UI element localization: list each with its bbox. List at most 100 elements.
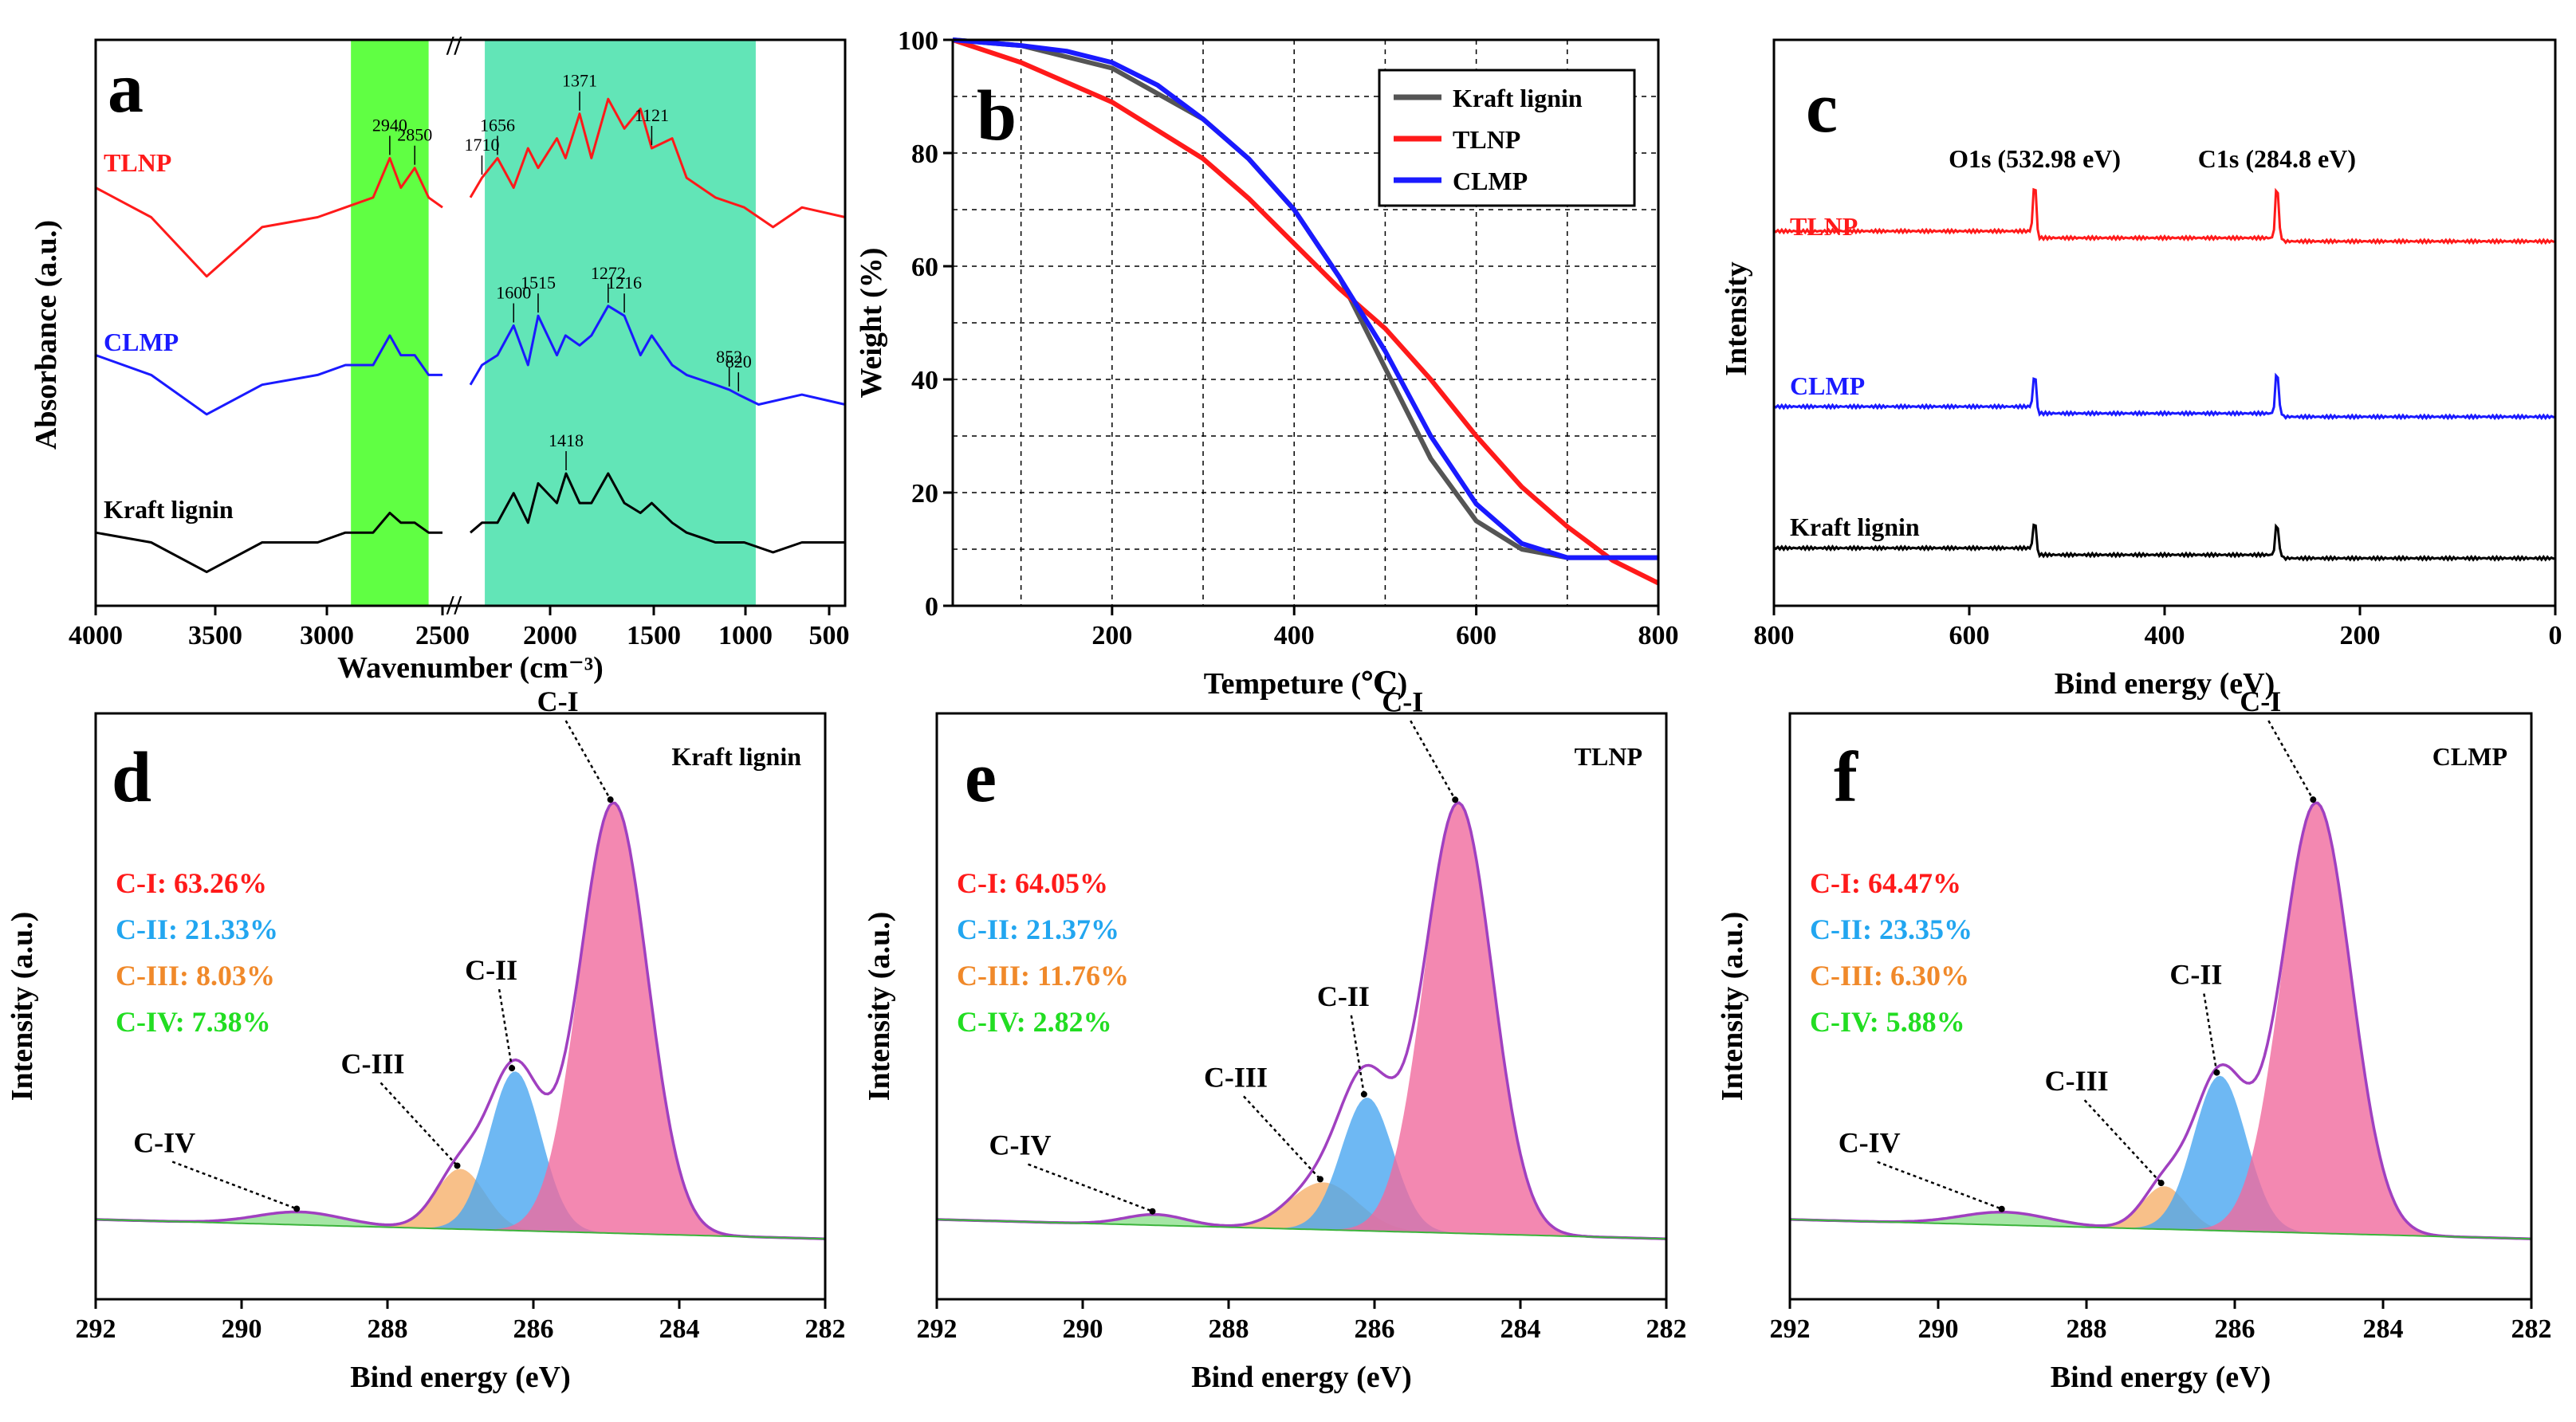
x-tick-label: 290	[1063, 1314, 1103, 1344]
component-arrow	[1410, 720, 1457, 800]
panel-title: Kraft lignin	[671, 742, 801, 771]
plot-frame	[94, 712, 827, 1301]
component-c-iii	[937, 1182, 1666, 1239]
x-axis-label: Bind energy (eV)	[350, 1361, 571, 1394]
component-label: C-III	[2045, 1065, 2109, 1097]
y-axis-label: Intensity (a.u.)	[863, 912, 896, 1102]
component-label: C-II	[2169, 959, 2222, 991]
component-c-i	[1790, 803, 2531, 1239]
series-clmp	[952, 37, 1658, 560]
peak-annotation: 1216	[607, 273, 642, 293]
y-axis-label: Intensity	[1720, 261, 1753, 376]
panel-c: 800 600 400 200 0 Bind energy (eV) Intensity c O…	[1720, 38, 2562, 701]
component-arrow	[2083, 1099, 2162, 1184]
component-label: C-IV	[989, 1129, 1052, 1161]
panel-letter-d: d	[112, 738, 151, 817]
series-tlnp	[952, 37, 1660, 586]
x-tick-label: 2500	[415, 621, 470, 650]
panel-letter-b: b	[977, 77, 1017, 155]
x-tick-label: 282	[1646, 1314, 1687, 1344]
axis-break-mark: //	[446, 591, 462, 620]
legend: Kraft lignin TLNP CLMP	[1378, 69, 1636, 207]
panel-e: 292 290 288 286 284 282 Bind energy (eV) Intens…	[863, 685, 1687, 1394]
component-c-iv	[937, 1214, 1666, 1239]
component-arrow-head	[1452, 796, 1459, 803]
panel-letter-f: f	[1834, 738, 1858, 817]
component-label: C-III	[1204, 1061, 1268, 1093]
component-c-iii	[1790, 1186, 2531, 1239]
peak-annotation: 1710	[464, 135, 499, 155]
stat-c-iv: C-IV: 7.38%	[116, 1006, 271, 1038]
x-tick-label: 600	[1456, 621, 1496, 650]
panel-letter-a: a	[108, 49, 144, 128]
series-label: Kraft lignin	[1790, 513, 1920, 541]
stat-c-iv: C-IV: 2.82%	[957, 1006, 1112, 1038]
stat-c-i: C-I: 63.26%	[116, 867, 267, 899]
x-tick-label: 284	[2363, 1314, 2404, 1344]
component-arrow	[2203, 993, 2218, 1073]
peak-annotation: 1121	[635, 105, 669, 125]
peak-annotation: 852	[716, 347, 742, 367]
peak-annotation: 1418	[549, 430, 584, 450]
x-tick-label: 400	[1274, 621, 1315, 650]
component-arrow-head	[1998, 1205, 2005, 1212]
x-tick-label: 800	[1638, 621, 1679, 650]
x-tick-label: 282	[2511, 1314, 2552, 1344]
y-tick-label: 60	[911, 253, 938, 282]
background-line	[95, 1218, 826, 1240]
component-label: C-III	[340, 1047, 404, 1079]
x-tick-label: 286	[513, 1314, 554, 1344]
y-tick-label: 20	[911, 479, 938, 509]
plot-frame	[94, 38, 847, 607]
component-arrow	[2267, 720, 2314, 800]
stat-c-i: C-I: 64.05%	[957, 867, 1108, 899]
component-arrow-head	[454, 1162, 461, 1169]
x-axis-label: Wavenumber (cm⁻³)	[337, 651, 604, 685]
series-label: TLNP	[1790, 212, 1858, 241]
y-tick-label: 40	[911, 366, 938, 395]
x-tick-label: 290	[222, 1314, 262, 1344]
component-arrow	[1350, 1015, 1366, 1095]
y-tick-label: 80	[911, 139, 938, 169]
peak-label-o1s: O1s (532.98 eV)	[1949, 144, 2121, 173]
peak-annotation: 820	[726, 352, 752, 371]
component-arrow	[171, 1161, 297, 1210]
series-label: CLMP	[1790, 371, 1865, 400]
peak-annotation: 1515	[521, 273, 556, 293]
component-arrow	[564, 720, 612, 800]
x-tick-label: 500	[809, 621, 850, 650]
y-tick-label: 0	[925, 592, 938, 622]
component-arrow-head	[1316, 1176, 1323, 1183]
component-c-iv	[1790, 1212, 2531, 1239]
plot-frame	[951, 38, 1660, 607]
component-label: C-II	[465, 954, 517, 986]
legend-label: Kraft lignin	[1453, 84, 1583, 112]
x-tick-label: 284	[1500, 1314, 1541, 1344]
x-tick-label: 284	[659, 1314, 700, 1344]
panel-d: 292 290 288 286 284 282 Bind energy (eV) Intens…	[6, 685, 846, 1394]
component-arrow-head	[1149, 1208, 1156, 1215]
stat-c-iii: C-III: 8.03%	[116, 960, 275, 992]
stat-c-iii: C-III: 6.30%	[1810, 960, 1969, 992]
component-arrow-head	[509, 1065, 516, 1072]
x-tick-label: 200	[1091, 621, 1132, 650]
x-tick-label: 2000	[523, 621, 577, 650]
peak-annotation: 1656	[480, 115, 515, 135]
stat-c-ii: C-II: 21.37%	[957, 913, 1119, 945]
x-tick-label: 3000	[300, 621, 354, 650]
y-tick-label: 100	[898, 26, 938, 56]
series-kraft-lignin	[1773, 523, 2556, 562]
series-clmp-segment	[95, 334, 442, 416]
x-tick-label: 286	[1355, 1314, 1395, 1344]
plot-frame	[935, 712, 1668, 1301]
component-arrow-head	[2157, 1180, 2165, 1187]
peak-annotation: 1272	[591, 263, 626, 283]
component-arrow	[1243, 1095, 1321, 1180]
x-tick-label: 1500	[627, 621, 681, 650]
component-c-iv	[96, 1212, 825, 1239]
x-tick-label: 4000	[69, 621, 123, 650]
background-line	[936, 1218, 1667, 1240]
y-axis-label: Absorbance (a.u.)	[29, 220, 63, 450]
component-arrow-head	[1360, 1090, 1367, 1098]
y-axis-label: Intensity (a.u.)	[6, 912, 39, 1102]
